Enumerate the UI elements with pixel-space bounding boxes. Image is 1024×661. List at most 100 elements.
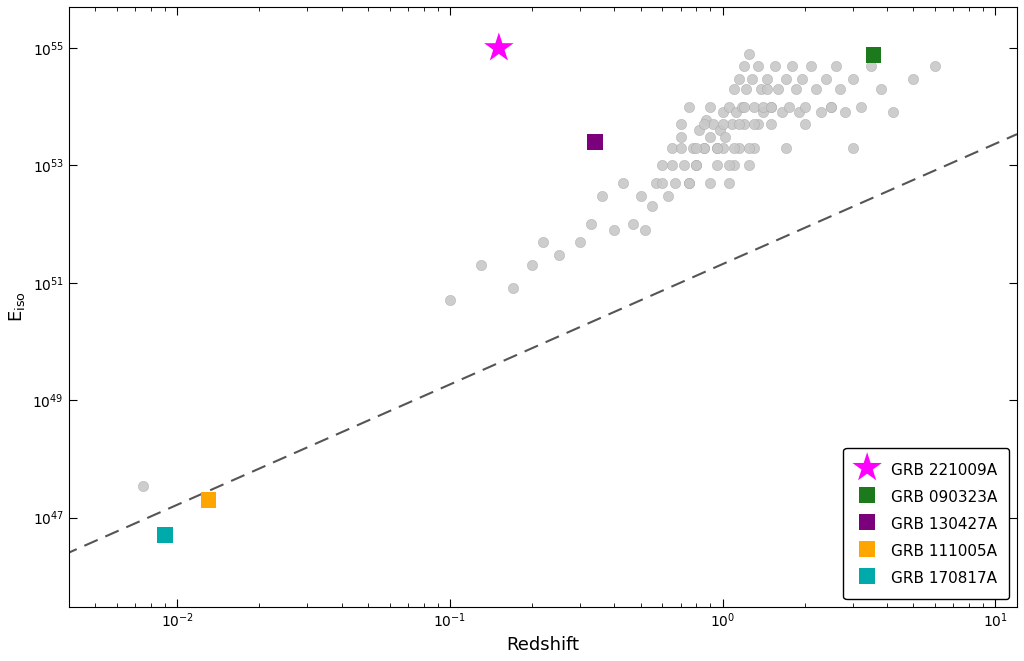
X-axis label: Redshift: Redshift (507, 636, 580, 654)
Point (695, 142, 712, 153)
Point (135, 481, 152, 491)
Point (524, 260, 541, 270)
Point (781, 101, 798, 112)
Point (827, 60, 844, 71)
Point (717, 132, 733, 143)
Point (808, 84, 824, 95)
Point (681, 178, 697, 188)
Point (837, 107, 853, 118)
Point (709, 142, 725, 153)
Point (767, 60, 783, 71)
Point (673, 119, 689, 130)
Point (731, 73, 748, 84)
Point (845, 73, 861, 84)
Point (813, 107, 829, 118)
Point (625, 219, 641, 229)
Point (777, 73, 794, 84)
Point (797, 101, 813, 112)
Point (654, 178, 671, 188)
Point (688, 160, 705, 171)
Point (664, 142, 680, 153)
Point (852, 101, 868, 112)
Point (787, 84, 804, 95)
Point (572, 237, 589, 247)
Point (734, 101, 751, 112)
Point (664, 160, 680, 171)
Point (659, 191, 676, 202)
Point (442, 295, 459, 306)
Point (473, 260, 489, 270)
Point (731, 142, 748, 153)
Point (759, 73, 775, 84)
GRB 111005A (201, 494, 217, 505)
Point (741, 48, 758, 59)
Point (759, 84, 775, 95)
Point (927, 60, 943, 71)
Point (705, 119, 721, 130)
Point (720, 160, 736, 171)
Point (736, 101, 753, 112)
Point (736, 119, 753, 130)
Point (738, 84, 755, 95)
Point (633, 191, 649, 202)
Point (724, 119, 740, 130)
Point (702, 101, 719, 112)
Point (702, 178, 719, 188)
Point (863, 60, 880, 71)
Point (614, 178, 631, 188)
Point (536, 237, 552, 247)
Point (755, 101, 771, 112)
Point (715, 142, 731, 153)
Point (763, 101, 779, 112)
Point (741, 160, 758, 171)
Point (872, 84, 889, 95)
Point (702, 132, 719, 143)
Point (885, 107, 901, 118)
Point (784, 60, 801, 71)
Point (654, 160, 671, 171)
Point (695, 142, 712, 153)
Point (606, 225, 623, 235)
Point (751, 119, 767, 130)
Point (726, 142, 742, 153)
Point (668, 178, 684, 188)
Point (726, 84, 742, 95)
GRB 130427A (587, 137, 603, 147)
Point (741, 142, 758, 153)
Point (774, 107, 791, 118)
Point (584, 219, 600, 229)
Point (833, 84, 849, 95)
Legend: GRB 221009A, GRB 090323A, GRB 130427A, GRB 111005A, GRB 170817A: GRB 221009A, GRB 090323A, GRB 130427A, G… (844, 448, 1010, 600)
Point (709, 142, 725, 153)
Point (751, 60, 767, 71)
Point (823, 101, 840, 112)
Point (594, 191, 610, 202)
GRB 170817A (157, 530, 173, 541)
Point (550, 249, 566, 260)
Point (685, 142, 701, 153)
Point (688, 142, 705, 153)
Point (791, 107, 807, 118)
Point (715, 107, 731, 118)
Point (745, 101, 762, 112)
Point (681, 178, 697, 188)
Point (505, 283, 521, 293)
Point (845, 142, 861, 153)
Point (676, 160, 692, 171)
Point (743, 73, 760, 84)
Point (797, 119, 813, 130)
Point (745, 142, 762, 153)
Point (777, 142, 794, 153)
Point (712, 125, 728, 136)
Point (698, 114, 715, 125)
Point (637, 225, 653, 235)
Point (794, 73, 810, 84)
Point (736, 60, 753, 71)
Point (648, 178, 665, 188)
Point (728, 107, 744, 118)
Point (644, 201, 660, 212)
GRB 090323A (865, 50, 882, 61)
Point (731, 119, 748, 130)
Point (715, 119, 731, 130)
Point (905, 73, 922, 84)
